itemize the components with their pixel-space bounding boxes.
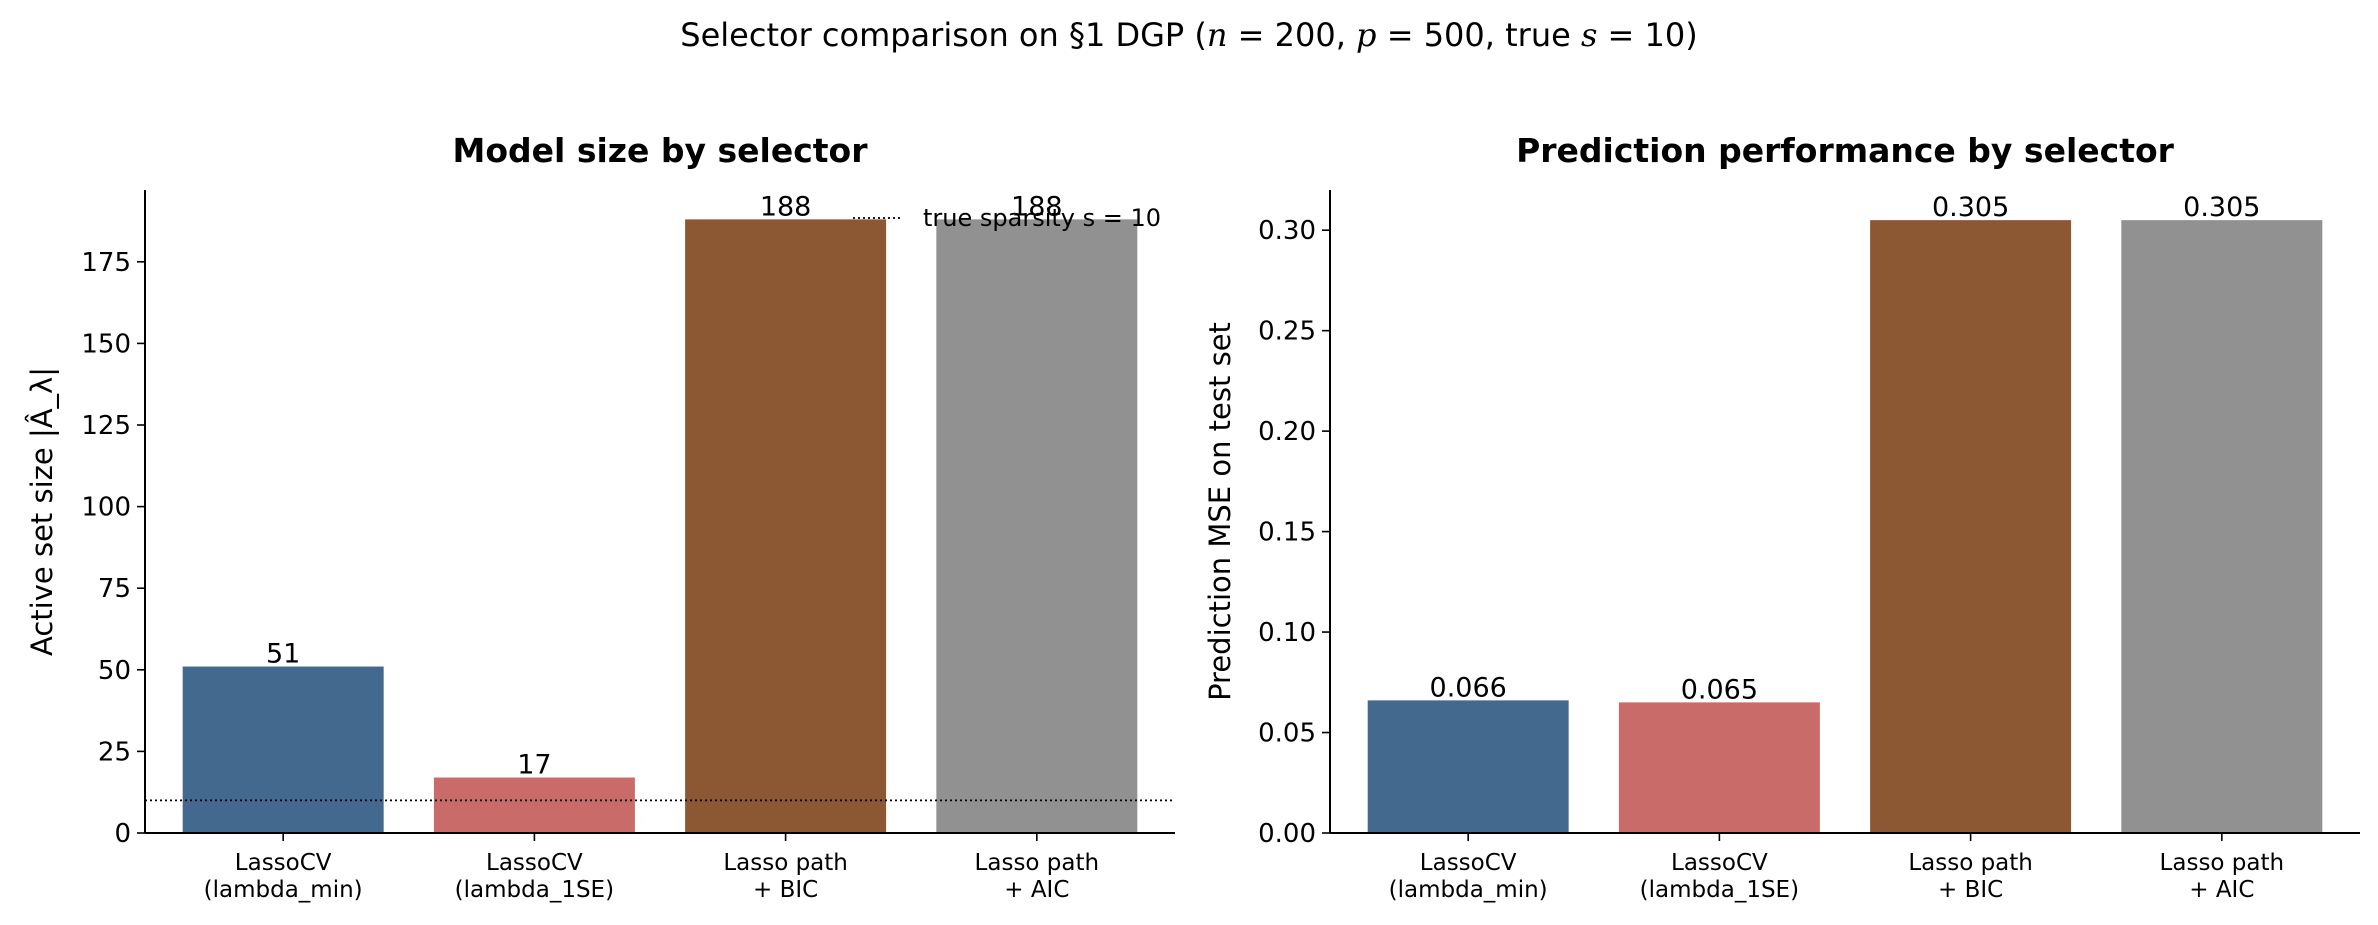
prediction-mse-title: Prediction performance by selector bbox=[1516, 131, 2175, 170]
model-size-y-tick-label: 75 bbox=[98, 574, 131, 604]
model-size-y-tick-label: 0 bbox=[114, 819, 131, 849]
legend-label: true sparsity s = 10 bbox=[923, 204, 1161, 232]
prediction-mse-y-tick-label: 0.30 bbox=[1258, 216, 1316, 246]
model-size-bar-4 bbox=[936, 219, 1138, 834]
model-size-bar-2 bbox=[433, 777, 635, 833]
model-size-y-tick-label: 100 bbox=[81, 493, 131, 523]
model-size-x-tick-label: Lasso path + AIC bbox=[975, 850, 1100, 903]
prediction-mse-bar-value-label: 0.066 bbox=[1430, 672, 1507, 703]
model-size-y-tick-label: 125 bbox=[81, 411, 131, 441]
figure-suptitle: Selector comparison on §1 DGP (n = 200, … bbox=[680, 16, 1697, 54]
prediction-mse-y-tick-label: 0.00 bbox=[1258, 819, 1316, 849]
prediction-mse-x-tick-label: LassoCV (lambda_1SE) bbox=[1640, 850, 1799, 903]
prediction-mse-x-tick-label: Lasso path + AIC bbox=[2160, 850, 2285, 903]
model-size-y-tick-label: 50 bbox=[98, 656, 131, 686]
model-size-bar-value-label: 188 bbox=[760, 191, 812, 222]
model-size-x-tick-label: Lasso path + BIC bbox=[723, 850, 848, 903]
model-size-bar-1 bbox=[182, 666, 384, 833]
prediction-mse-bar-2 bbox=[1618, 702, 1820, 833]
prediction-mse-y-tick-label: 0.15 bbox=[1258, 518, 1316, 548]
prediction-mse-y-tick-label: 0.20 bbox=[1258, 417, 1316, 447]
model-size-y-tick-label: 25 bbox=[98, 737, 131, 767]
model-size-x-tick-label: LassoCV (lambda_min) bbox=[204, 850, 363, 903]
prediction-mse-x-tick-label: Lasso path + BIC bbox=[1908, 850, 2033, 903]
prediction-mse-y-axis-label: Prediction MSE on test set bbox=[1203, 322, 1237, 701]
prediction-mse-bar-4 bbox=[2121, 220, 2323, 833]
model-size-x-tick-label: LassoCV (lambda_1SE) bbox=[455, 850, 614, 903]
prediction-mse-y-tick-label: 0.25 bbox=[1258, 317, 1316, 347]
prediction-mse-y-tick-label: 0.05 bbox=[1258, 719, 1316, 749]
prediction-mse-y-tick-label: 0.10 bbox=[1258, 618, 1316, 648]
model-size-title: Model size by selector bbox=[453, 131, 869, 170]
prediction-mse-x-tick-label: LassoCV (lambda_min) bbox=[1389, 850, 1548, 903]
model-size-y-axis-label: Active set size |Â_λ| bbox=[25, 367, 59, 656]
model-size-bar-value-label: 17 bbox=[517, 750, 551, 781]
prediction-mse-bar-value-label: 0.305 bbox=[2183, 192, 2260, 223]
model-size-bar-value-label: 188 bbox=[1011, 191, 1063, 222]
model-size-y-tick-label: 175 bbox=[81, 248, 131, 278]
prediction-mse-bar-value-label: 0.065 bbox=[1681, 674, 1758, 705]
prediction-mse-bar-1 bbox=[1367, 700, 1569, 833]
prediction-mse-bar-3 bbox=[1870, 220, 2072, 833]
model-size-bar-value-label: 51 bbox=[266, 639, 300, 670]
prediction-mse-bar-value-label: 0.305 bbox=[1932, 192, 2009, 223]
model-size-bar-3 bbox=[685, 219, 887, 834]
model-size-y-tick-label: 150 bbox=[81, 329, 131, 359]
prediction-mse-panel: Prediction performance by selector 0.066 0… bbox=[1203, 131, 2360, 903]
